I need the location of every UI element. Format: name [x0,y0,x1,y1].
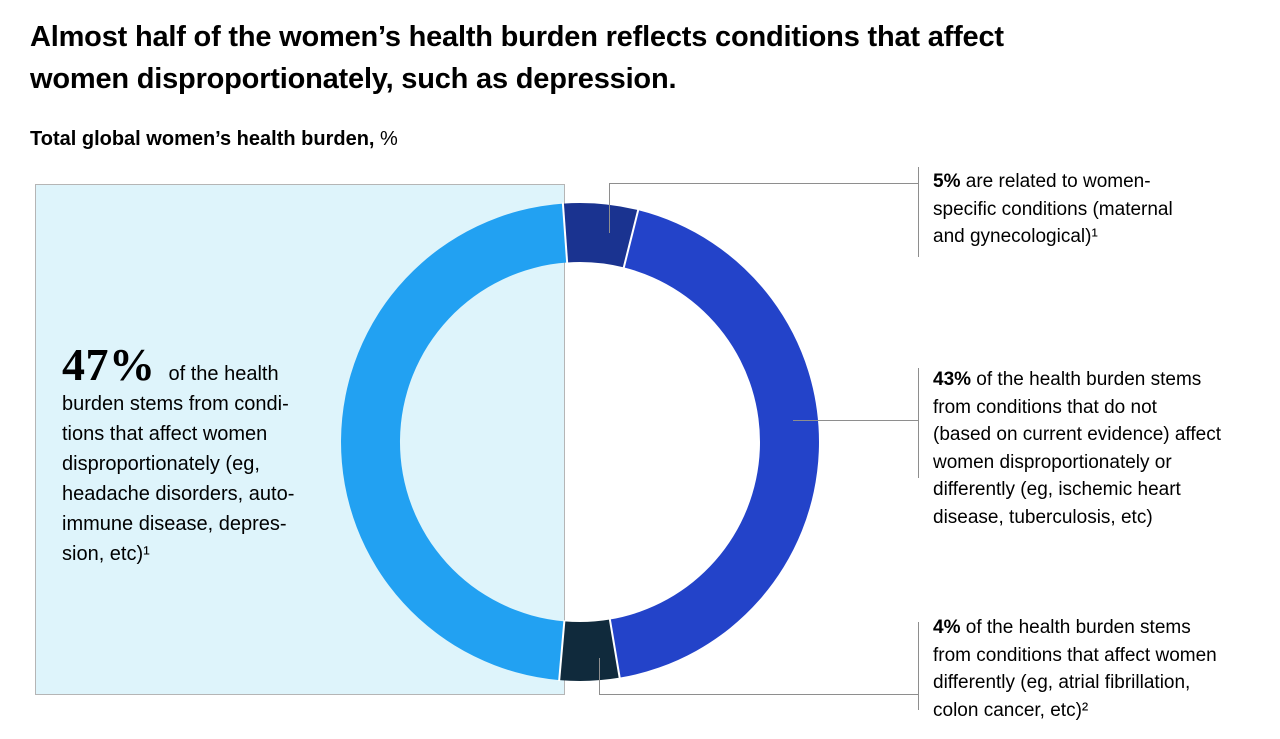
annotation-5pct-text: are related to women- specific condition… [933,171,1173,247]
annotation-5pct-value: 5% [933,171,961,192]
callout-line-4pct-horizontal [599,694,919,695]
donut-segment-5pct [562,202,639,268]
annotation-43pct: 43% of the health burden stems from cond… [933,366,1265,531]
donut-segment-separator [561,202,569,264]
callout-line-5pct-vertical [609,183,610,233]
callout-line-5pct-horizontal [609,183,919,184]
callout-line-4pct-vertical [599,658,600,694]
callout-line-43pct-horizontal [793,420,919,421]
highlight-callout: 47% of the health burden stems from condi… [62,342,364,569]
donut-segment-separator [558,620,566,682]
chart-subtitle: Total global women’s health burden, % [30,126,398,152]
annotation-4pct: 4% of the health burden stems from condi… [933,614,1265,724]
chart-subtitle-label: Total global women’s health burden, [30,128,375,150]
highlight-percent: 47% [62,339,156,390]
highlight-text: of the health burden stems from condi- t… [62,363,295,565]
annotation-43pct-value: 43% [933,369,972,390]
page-title: Almost half of the women’s health burden… [30,21,1004,95]
donut-segment-separator [622,208,640,269]
callout-rule-4pct [918,622,919,710]
donut-segment-separator [608,618,621,679]
annotation-4pct-value: 4% [933,617,961,638]
donut-segment-43pct [609,210,819,678]
annotation-4pct-text: of the health burden stems from conditio… [933,617,1217,721]
donut-segment-4pct [559,619,620,681]
annotation-5pct: 5% are related to women- specific condit… [933,168,1265,251]
annotation-43pct-text: of the health burden stems from conditio… [933,369,1221,528]
callout-rule-5pct [918,167,919,257]
chart-subtitle-unit: % [374,128,398,150]
callout-rule-43pct [918,368,919,478]
donut-segment-47pct [341,203,568,681]
donut-chart [341,202,819,682]
